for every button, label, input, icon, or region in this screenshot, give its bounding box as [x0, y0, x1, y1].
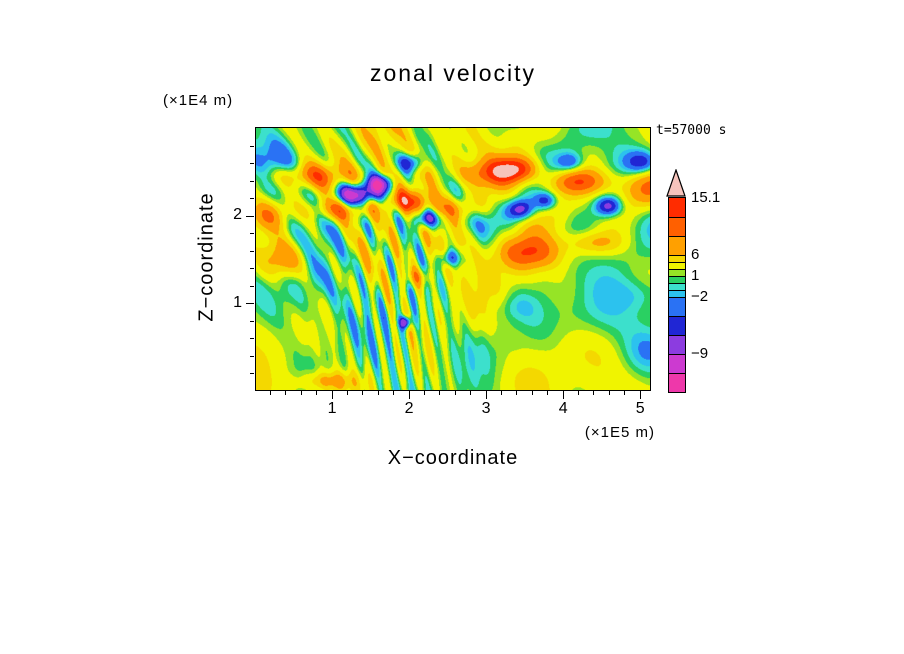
x-major-tick	[562, 391, 564, 399]
y-minor-tick	[250, 180, 254, 182]
colorbar-bar	[668, 197, 686, 393]
contour-plot-area	[255, 127, 651, 391]
colorbar-segment	[669, 276, 685, 283]
x-minor-tick	[439, 391, 441, 395]
x-axis-units-label: (×1E5 m)	[584, 424, 655, 441]
x-axis-title: X−coordinate	[387, 447, 519, 469]
x-minor-tick	[423, 391, 425, 395]
x-minor-tick	[300, 391, 302, 395]
colorbar-segment	[669, 335, 685, 354]
colorbar-label: 1	[691, 267, 700, 284]
x-tick-label: 3	[481, 400, 491, 417]
x-minor-tick	[547, 391, 549, 395]
colorbar-segment	[669, 217, 685, 236]
y-minor-tick	[250, 338, 254, 340]
y-axis-units-label: (×1E4 m)	[163, 92, 234, 109]
y-minor-tick	[250, 145, 254, 147]
colorbar-segment	[669, 262, 685, 269]
x-minor-tick	[501, 391, 503, 395]
y-major-tick	[246, 215, 254, 217]
colorbar-segment	[669, 316, 685, 335]
x-minor-tick	[285, 391, 287, 395]
x-tick-label: 4	[558, 400, 568, 417]
y-minor-tick	[250, 373, 254, 375]
x-major-tick	[639, 391, 641, 399]
x-minor-tick	[470, 391, 472, 395]
y-minor-tick	[250, 285, 254, 287]
x-minor-tick	[362, 391, 364, 395]
y-minor-tick	[250, 198, 254, 200]
x-tick-label: 2	[404, 400, 414, 417]
y-minor-tick	[250, 163, 254, 165]
x-major-tick	[485, 391, 487, 399]
y-minor-tick	[250, 355, 254, 357]
colorbar-segment	[669, 236, 685, 255]
colorbar-segment	[669, 354, 685, 373]
x-tick-label: 5	[635, 400, 645, 417]
x-minor-tick	[624, 391, 626, 395]
colorbar-label: 6	[691, 246, 700, 263]
y-minor-tick	[250, 250, 254, 252]
x-major-tick	[331, 391, 333, 399]
colorbar-segment	[669, 373, 685, 392]
colorbar-label: −9	[691, 345, 709, 362]
colorbar-segment	[669, 290, 685, 297]
colorbar-segment	[669, 198, 685, 217]
x-minor-tick	[346, 391, 348, 395]
colorbar-label: 15.1	[691, 189, 721, 206]
colorbar-segment	[669, 255, 685, 262]
x-tick-label: 1	[327, 400, 337, 417]
x-minor-tick	[578, 391, 580, 395]
x-minor-tick	[608, 391, 610, 395]
x-minor-tick	[316, 391, 318, 395]
x-minor-tick	[531, 391, 533, 395]
x-minor-tick	[516, 391, 518, 395]
colorbar-segment	[669, 297, 685, 316]
colorbar-segment	[669, 283, 685, 290]
contour-field-canvas	[256, 128, 650, 390]
y-axis-title: Z−coordinate	[195, 192, 218, 322]
x-minor-tick	[393, 391, 395, 395]
y-minor-tick	[250, 268, 254, 270]
time-annotation: t=57000 s	[656, 123, 727, 138]
y-minor-tick	[250, 233, 254, 235]
colorbar-segment	[669, 269, 685, 276]
x-minor-tick	[454, 391, 456, 395]
chart-title: zonal velocity	[369, 60, 537, 86]
colorbar-label: −2	[691, 288, 709, 305]
y-minor-tick	[250, 320, 254, 322]
x-minor-tick	[377, 391, 379, 395]
x-major-tick	[408, 391, 410, 399]
y-major-tick	[246, 303, 254, 305]
x-minor-tick	[269, 391, 271, 395]
colorbar-max-arrow-icon	[666, 169, 686, 197]
x-minor-tick	[593, 391, 595, 395]
